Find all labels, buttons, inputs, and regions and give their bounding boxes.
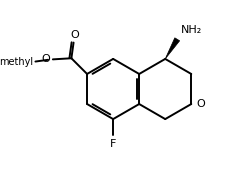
Text: O: O xyxy=(196,99,205,109)
Polygon shape xyxy=(165,38,180,59)
Text: O: O xyxy=(70,30,79,40)
Text: F: F xyxy=(110,139,116,149)
Text: NH₂: NH₂ xyxy=(180,25,202,35)
Text: methyl: methyl xyxy=(0,57,34,67)
Text: O: O xyxy=(42,54,50,64)
